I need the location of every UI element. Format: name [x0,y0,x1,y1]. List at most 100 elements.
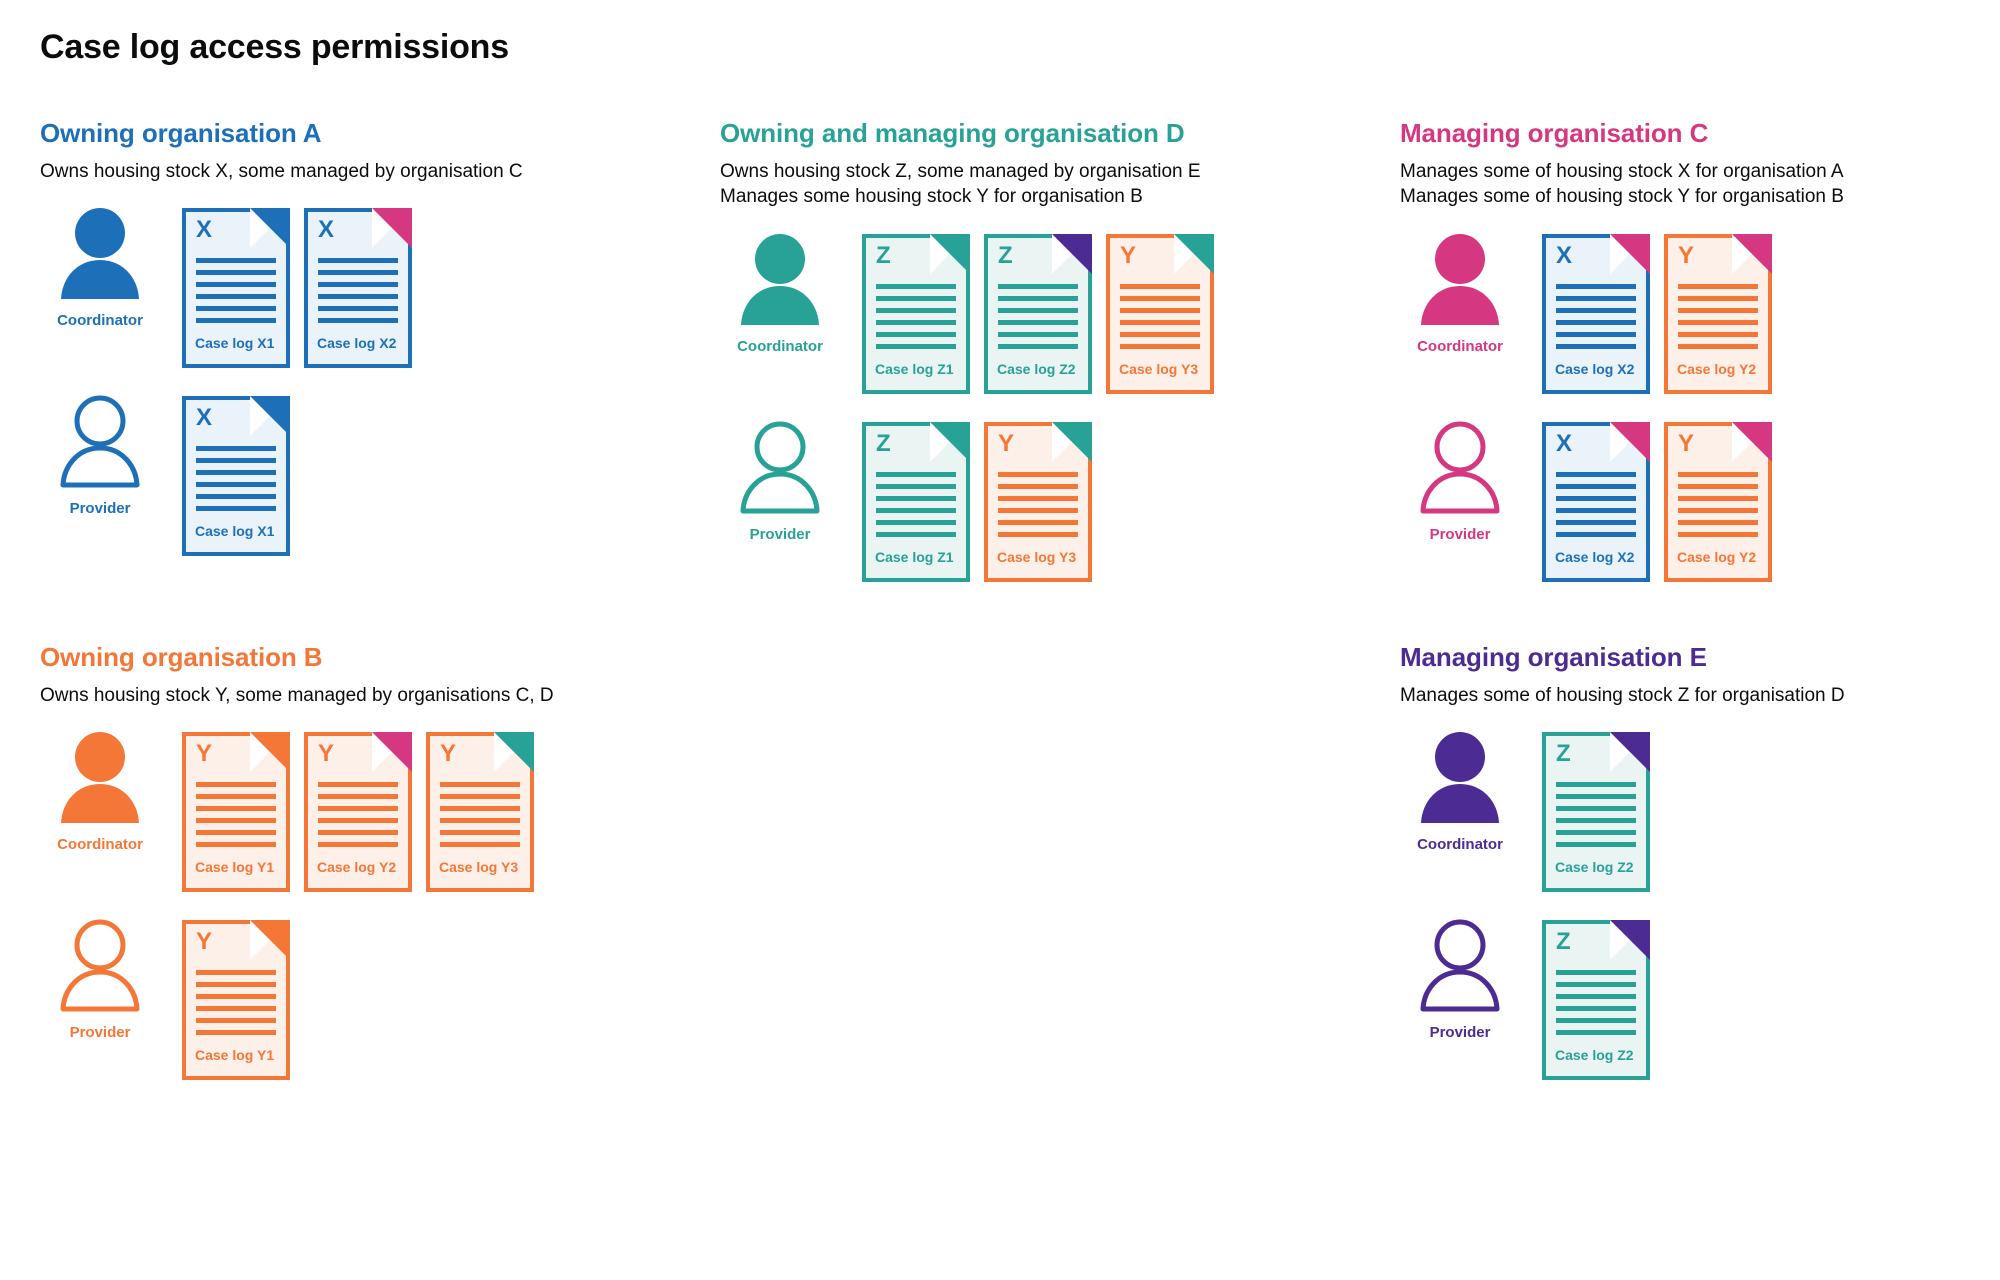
doc-rule [1678,331,1758,337]
case-log-document[interactable]: Z Case log Z2 [1542,731,1650,892]
case-log-document[interactable]: Y Case log Y2 [304,731,412,892]
doc-rule [196,781,276,787]
role-label: Coordinator [1417,337,1503,355]
role-documents: X Case log X1 X Case log X2 [182,206,412,369]
doc-rule [1556,829,1636,835]
section-description-line: Manages some of housing stock Y for orga… [1400,186,1844,208]
case-log-document[interactable]: X Case log X1 [182,396,290,557]
doc-stock-letter: X [318,216,335,244]
doc-rule [1556,781,1636,787]
doc-rule [196,318,276,324]
doc-stock-letter: Y [998,429,1015,457]
doc-body-lines [196,781,276,854]
doc-rule [1556,343,1636,349]
doc-stock-letter: X [196,216,213,244]
doc-fold-corner-icon [1732,233,1772,274]
case-log-document[interactable]: Z Case log Z2 [1542,919,1650,1080]
doc-stock-letter: Y [318,739,335,767]
doc-body-lines [318,781,398,854]
doc-fold-corner-icon [1052,421,1092,462]
role-documents: Z Case log Z1 Y Case log Y3 [862,420,1092,582]
doc-rule [1556,307,1636,313]
section-heading: Owning organisation B [40,641,323,672]
role-label: Provider [69,500,131,518]
doc-fold-corner-icon [250,919,290,960]
doc-rule [998,483,1078,489]
person-filled-icon [61,208,139,300]
doc-rule [440,841,520,847]
role-label: Coordinator [1417,835,1503,853]
role-label: Coordinator [57,312,143,330]
case-log-document[interactable]: X Case log X1 [182,208,290,369]
role-person-cell: Coordinator [720,232,840,355]
grid-empty-cell [720,642,1400,1080]
doc-rule [440,805,520,811]
person-filled-icon [1421,731,1499,823]
case-log-document[interactable]: Z Case log Z2 [984,233,1092,394]
doc-rule [196,1005,276,1011]
role-documents: X Case log X1 [182,394,290,557]
doc-stock-letter: Y [1678,241,1695,269]
doc-fold-corner-icon [250,396,290,437]
role-documents: X Case log X2 Y Case log Y2 [1542,420,1772,582]
doc-stock-letter: Z [998,241,1013,269]
doc-rule [1678,483,1758,489]
doc-rule [196,993,276,999]
role-row: Provider X Case log X2 Y Case log Y2 [1400,420,1970,582]
role-person-cell: Provider [40,394,160,517]
doc-rule [196,306,276,312]
case-log-document[interactable]: Y Case log Y1 [182,731,290,892]
doc-rule [1678,319,1758,325]
doc-rule [196,482,276,488]
doc-rule [1678,295,1758,301]
doc-stock-letter: Y [1678,429,1695,457]
doc-stock-letter: Z [1556,739,1571,767]
role-label: Provider [69,1023,131,1041]
section-org-c: Managing organisation C Manages some of h… [1400,118,1970,582]
doc-rule [1678,471,1758,477]
doc-rule [876,471,956,477]
case-log-document[interactable]: Y Case log Y3 [984,421,1092,582]
section-org-e: Managing organisation E Manages some of h… [1400,642,1970,1080]
doc-stock-letter: Y [1120,241,1137,269]
doc-rule [1120,307,1200,313]
doc-caption: Case log X2 [1555,360,1635,377]
doc-rule [440,817,520,823]
section-description-line: Owns housing stock X, some managed by or… [40,161,523,182]
case-log-document[interactable]: Y Case log Y2 [1664,233,1772,394]
doc-stock-letter: X [1556,241,1573,269]
doc-caption: Case log Z2 [1555,1046,1634,1063]
doc-caption: Case log Y2 [317,858,397,875]
doc-rule [196,969,276,975]
doc-rule [196,458,276,464]
doc-rule [1556,841,1636,847]
person-outline-icon [740,421,820,514]
case-log-document[interactable]: X Case log X2 [304,208,412,369]
doc-rule [1678,283,1758,289]
doc-rule [1556,283,1636,289]
case-log-document[interactable]: Y Case log Y3 [1106,233,1214,394]
doc-caption: Case log Z2 [1555,858,1634,875]
case-log-document[interactable]: Y Case log Y1 [182,919,290,1080]
doc-caption: Case log Y1 [195,858,275,875]
doc-rule [998,283,1078,289]
case-log-document[interactable]: Z Case log Z1 [862,421,970,582]
doc-body-lines [1556,969,1636,1042]
case-log-document[interactable]: X Case log X2 [1542,233,1650,394]
doc-rule [1678,495,1758,501]
doc-rule [876,519,956,525]
case-log-document[interactable]: Y Case log Y3 [426,731,534,892]
doc-rule [1556,805,1636,811]
role-row: Coordinator Z Case log Z1 Z Case log Z2 Y Case… [720,232,1400,394]
role-row: Coordinator Y Case log Y1 Y Case log Y2 Y Case… [40,730,720,892]
doc-body-lines [196,969,276,1042]
doc-body-lines [1556,283,1636,356]
role-row: Provider Z Case log Z1 Y Case log Y3 [720,420,1400,582]
doc-rule [196,282,276,288]
case-log-document[interactable]: Z Case log Z1 [862,233,970,394]
role-person-cell: Provider [720,420,840,543]
case-log-document[interactable]: Y Case log Y2 [1664,421,1772,582]
person-outline-icon [60,395,140,488]
case-log-document[interactable]: X Case log X2 [1542,421,1650,582]
section-description-line: Owns housing stock Y, some managed by or… [40,684,554,706]
